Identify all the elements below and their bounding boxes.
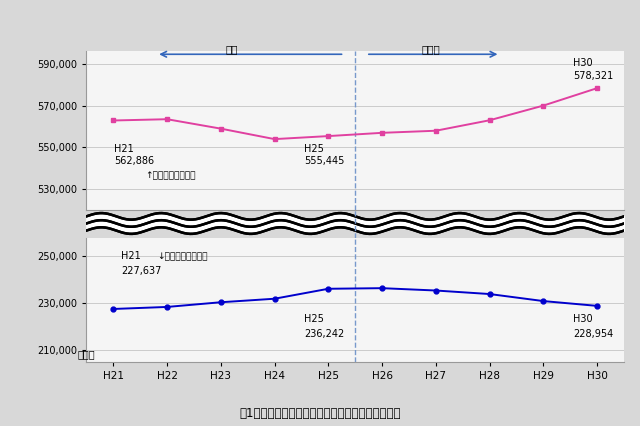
Text: 236,242: 236,242 [304, 329, 344, 340]
Text: ↑公立小学校児童数: ↑公立小学校児童数 [145, 171, 196, 180]
Text: H21: H21 [115, 144, 134, 154]
Text: 推計値: 推計値 [421, 45, 440, 55]
Text: 578,321: 578,321 [573, 72, 613, 81]
Text: 555,445: 555,445 [304, 156, 344, 166]
Text: H30: H30 [573, 58, 593, 68]
Text: H25: H25 [304, 144, 324, 154]
Text: 図1　公立小学校児童数・公立中学校生徒数の推移: 図1 公立小学校児童数・公立中学校生徒数の推移 [239, 406, 401, 420]
Text: 実数: 実数 [225, 45, 238, 55]
Text: ↓公立中学校生徒数: ↓公立中学校生徒数 [157, 252, 208, 261]
Text: H30: H30 [573, 314, 593, 324]
Text: H21: H21 [122, 251, 141, 261]
Text: H25: H25 [304, 314, 324, 324]
Text: 228,954: 228,954 [573, 329, 613, 340]
Text: 562,886: 562,886 [115, 156, 154, 166]
Text: 227,637: 227,637 [122, 266, 162, 276]
Text: （人）: （人） [77, 349, 95, 360]
